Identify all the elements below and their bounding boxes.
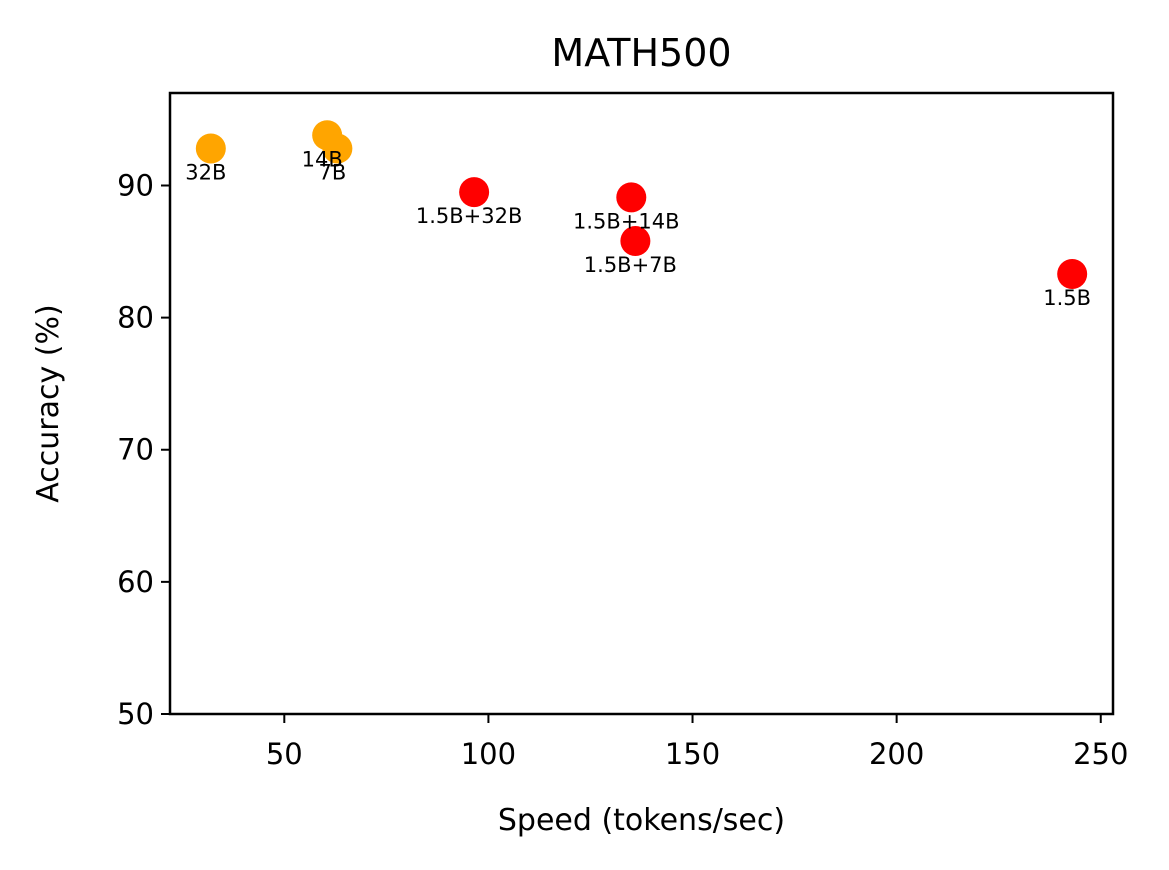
x-tick-label: 250 bbox=[1073, 737, 1128, 771]
data-point-label: 1.5B+7B bbox=[584, 253, 677, 277]
data-point-label: 7B bbox=[318, 160, 346, 184]
y-tick-label: 90 bbox=[117, 168, 154, 202]
x-tick-label: 150 bbox=[665, 737, 720, 771]
data-point bbox=[195, 133, 226, 164]
data-point bbox=[616, 182, 647, 213]
x-axis-label: Speed (tokens/sec) bbox=[498, 803, 785, 838]
x-tick-label: 50 bbox=[266, 737, 303, 771]
y-tick-label: 50 bbox=[117, 697, 154, 731]
data-point bbox=[1057, 259, 1088, 290]
y-tick-label: 80 bbox=[117, 301, 154, 335]
x-tick-label: 100 bbox=[461, 737, 516, 771]
chart-title: MATH500 bbox=[551, 31, 731, 75]
y-tick-label: 70 bbox=[117, 433, 154, 467]
data-point-label: 32B bbox=[185, 160, 226, 184]
data-point-label: 1.5B bbox=[1043, 286, 1091, 310]
data-point bbox=[322, 133, 353, 164]
data-point bbox=[459, 177, 490, 208]
data-point-label: 1.5B+32B bbox=[416, 204, 523, 228]
data-point-label: 14B bbox=[302, 147, 343, 171]
plot-area-frame bbox=[168, 91, 1115, 716]
data-point-label: 1.5B+14B bbox=[573, 209, 680, 233]
data-points bbox=[195, 120, 1088, 290]
x-tick-label: 200 bbox=[869, 737, 924, 771]
data-point bbox=[620, 225, 651, 256]
y-axis-label: Accuracy (%) bbox=[31, 304, 66, 502]
y-tick-label: 60 bbox=[117, 565, 154, 599]
axis-ticks: 50 100 150 200 250 50 60 70 80 90 bbox=[117, 168, 1128, 771]
